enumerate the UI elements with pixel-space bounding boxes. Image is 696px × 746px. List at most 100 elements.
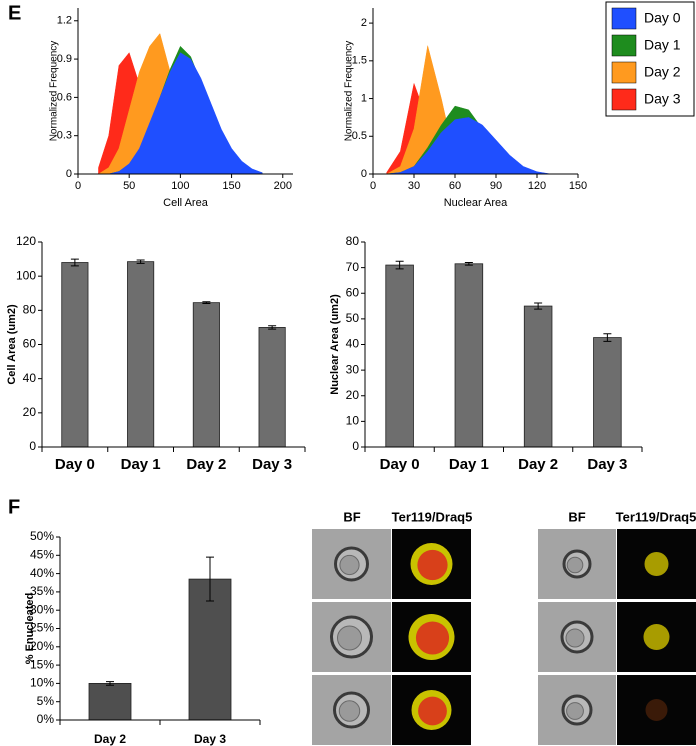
legend-swatch: [611, 34, 637, 57]
image-header: BF: [568, 509, 585, 524]
cell-nucleus: [418, 696, 447, 726]
x-tick-label: 0: [75, 180, 81, 192]
cell-membrane: [645, 699, 668, 721]
error-bar: [534, 302, 543, 310]
y-tick-label: 0.9: [57, 53, 72, 65]
y-tick-label: 10%: [30, 676, 54, 690]
x-tick-label: 0: [370, 180, 376, 192]
cell-interior: [338, 700, 361, 722]
y-tick-label: 60: [23, 337, 37, 351]
y-tick-label: 0.5: [352, 130, 367, 142]
y-axis-label: Cell Area (um2): [6, 304, 18, 385]
y-tick-label: 0: [352, 439, 359, 453]
x-tick-label: 100: [171, 180, 189, 192]
error-bar: [268, 325, 277, 330]
axis-line: [59, 537, 260, 721]
y-tick-label: 1: [361, 92, 367, 104]
y-tick-label: 15%: [30, 657, 54, 671]
bar: [188, 578, 232, 721]
axis-line: [364, 242, 642, 448]
error-bar: [136, 259, 145, 264]
error-bar: [70, 258, 79, 267]
y-tick-label: 60: [346, 285, 360, 299]
legend-swatch: [611, 61, 637, 84]
y-tick-label: 40: [346, 337, 360, 351]
histogram-area: [386, 117, 551, 175]
y-tick-label: 0.6: [57, 91, 72, 103]
cell-interior: [565, 628, 585, 648]
x-tick-label: Day 2: [518, 456, 558, 473]
y-tick-label: 10: [346, 414, 360, 428]
image-header: Ter119/Draq5: [616, 509, 696, 524]
y-tick-label: 20: [23, 405, 37, 419]
y-tick-label: 20%: [30, 639, 54, 653]
panel-label: F: [8, 496, 20, 518]
panel-label: E: [8, 2, 21, 24]
histogram-area: [98, 52, 263, 175]
y-tick-label: 30%: [30, 602, 54, 616]
y-tick-label: 70: [346, 260, 360, 274]
x-tick-label: 150: [569, 180, 587, 192]
error-bar: [464, 262, 473, 266]
legend-label: Day 0: [644, 10, 681, 26]
error-bar: [106, 681, 114, 686]
cell-interior: [566, 702, 584, 720]
bar: [454, 263, 484, 448]
axis-line: [41, 242, 305, 448]
bar: [192, 302, 220, 448]
x-tick-label: Day 2: [94, 732, 126, 746]
y-tick-label: 80: [23, 303, 37, 317]
y-tick-label: 100: [16, 268, 36, 282]
y-tick-label: 0: [361, 168, 367, 180]
bar: [258, 327, 286, 448]
cell-interior: [339, 554, 360, 576]
cell-interior: [566, 556, 584, 574]
legend-label: Day 3: [644, 91, 681, 107]
x-tick-label: 90: [490, 180, 502, 192]
error-bar: [206, 556, 214, 602]
bar: [593, 337, 622, 448]
y-tick-label: 120: [16, 234, 36, 248]
image-header: BF: [343, 509, 360, 524]
x-tick-label: Day 2: [186, 456, 226, 473]
x-axis-label: Cell Area: [163, 197, 209, 209]
error-bar: [395, 260, 404, 270]
y-tick-label: 1.2: [57, 15, 72, 27]
x-tick-label: 200: [274, 180, 292, 192]
x-tick-label: Day 3: [252, 456, 292, 473]
image-header: Ter119/Draq5: [392, 509, 473, 524]
y-tick-label: 25%: [30, 621, 54, 635]
y-axis-label: % Enucleated: [24, 593, 36, 665]
y-axis-label: Normalized Frequency: [49, 41, 60, 142]
y-tick-label: 1.5: [352, 55, 367, 67]
bar: [385, 264, 414, 448]
y-tick-label: 40%: [30, 566, 54, 580]
x-tick-label: Day 1: [449, 456, 489, 473]
cell-interior: [337, 625, 362, 651]
y-tick-label: 35%: [30, 584, 54, 598]
y-tick-label: 50%: [30, 529, 54, 543]
bar: [88, 683, 132, 721]
x-tick-label: Day 0: [380, 456, 420, 473]
bar: [523, 305, 553, 448]
bar: [61, 262, 89, 448]
y-tick-label: 0: [29, 439, 36, 453]
y-tick-label: 0: [66, 168, 72, 180]
x-tick-label: 120: [528, 180, 546, 192]
y-tick-label: 45%: [30, 547, 54, 561]
x-tick-label: 30: [408, 180, 420, 192]
legend-label: Day 2: [644, 64, 681, 80]
y-tick-label: 0.3: [57, 130, 72, 142]
y-tick-label: 20: [346, 388, 360, 402]
y-tick-label: 30: [346, 362, 360, 376]
x-tick-label: Day 3: [194, 732, 226, 746]
y-tick-label: 2: [361, 17, 367, 29]
cell-nucleus: [417, 549, 448, 581]
axis-line: [372, 8, 578, 175]
error-bar: [202, 301, 211, 304]
y-tick-label: 5%: [37, 694, 55, 708]
y-tick-label: 0%: [37, 712, 55, 726]
cell-membrane: [644, 552, 669, 576]
y-tick-label: 80: [346, 234, 360, 248]
x-tick-label: Day 0: [55, 456, 95, 473]
